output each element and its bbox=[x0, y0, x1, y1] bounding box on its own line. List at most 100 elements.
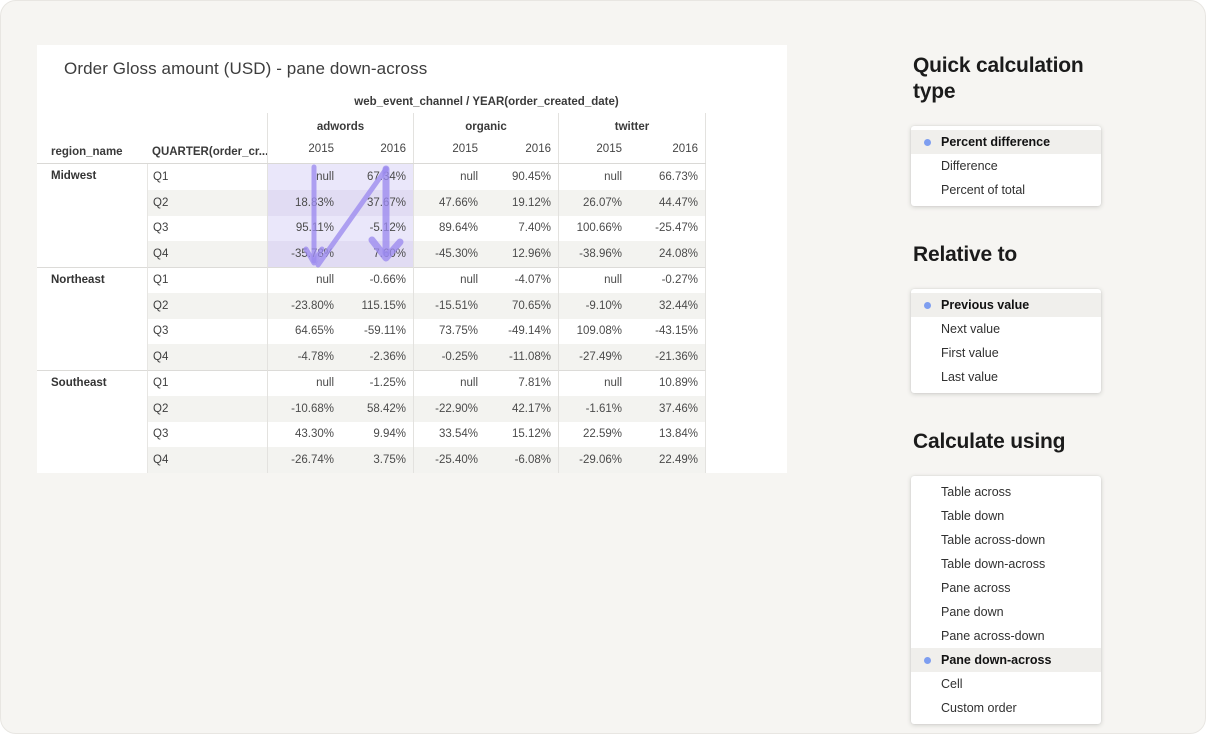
value-cell: 33.54% bbox=[413, 421, 485, 448]
value-cell: 10.89% bbox=[629, 370, 706, 396]
value-cell: -35.78% bbox=[267, 241, 341, 267]
selected-dot-icon bbox=[924, 656, 931, 664]
value-cell: -22.90% bbox=[413, 395, 485, 422]
value-cell: 26.07% bbox=[558, 189, 629, 216]
selected-dot-icon bbox=[924, 138, 931, 146]
value-cell: 37.46% bbox=[629, 395, 706, 422]
menu-item[interactable]: Table across-down bbox=[911, 528, 1101, 552]
region-row-label: Southeast bbox=[37, 370, 147, 473]
value-cell: -49.14% bbox=[508, 325, 551, 338]
value-cell: -10.68% bbox=[267, 395, 341, 422]
value-cell: 67.34% bbox=[341, 164, 413, 190]
option-menu: Percent difference Difference Percent of t… bbox=[911, 126, 1101, 206]
value-cell: 100.66% bbox=[558, 215, 629, 242]
menu-item[interactable]: Table down-across bbox=[911, 552, 1101, 576]
menu-item-label: Cell bbox=[941, 677, 963, 691]
menu-item[interactable]: Custom order bbox=[911, 696, 1101, 720]
value-cell: 3.75% bbox=[341, 447, 413, 473]
selected-dot-icon bbox=[924, 301, 931, 309]
value-cell: 12.96% bbox=[485, 241, 558, 267]
row-header-quarter: QUARTER(order_cr... bbox=[152, 146, 267, 158]
value-cell: null bbox=[267, 267, 341, 293]
value-cell: 22.49% bbox=[629, 447, 706, 473]
menu-item-label: Difference bbox=[941, 159, 998, 173]
menu-item-label: Next value bbox=[941, 322, 1001, 336]
value-cell: -38.96% bbox=[558, 241, 629, 267]
value-cell: -29.06% bbox=[558, 447, 629, 473]
menu-item-label: Table across-down bbox=[941, 533, 1046, 547]
menu-item[interactable]: Cell bbox=[911, 672, 1101, 696]
value-cell: 95.11% bbox=[267, 215, 341, 242]
menu-item-label: Pane across bbox=[941, 581, 1011, 595]
value-cell: 15.12% bbox=[511, 428, 551, 441]
value-cell: 64.65% bbox=[267, 318, 341, 345]
value-cell: null bbox=[413, 370, 485, 396]
year-column-header: 2016 bbox=[380, 143, 406, 155]
menu-item[interactable]: Table down bbox=[911, 504, 1101, 528]
value-cell: 89.64% bbox=[413, 215, 485, 242]
region-row-label: Northeast bbox=[37, 267, 147, 370]
value-cell: null bbox=[413, 164, 485, 190]
value-cell: 47.66% bbox=[413, 189, 485, 216]
menu-item-label: Pane down-across bbox=[941, 653, 1052, 667]
value-cell: -9.10% bbox=[558, 292, 629, 319]
menu-item[interactable]: Previous value bbox=[911, 293, 1101, 317]
value-cell: 44.47% bbox=[629, 189, 706, 216]
menu-item-label: Percent of total bbox=[941, 183, 1026, 197]
menu-item-label: Table across bbox=[941, 485, 1012, 499]
menu-item[interactable]: Pane across-down bbox=[911, 624, 1101, 648]
value-cell: -23.80% bbox=[267, 292, 341, 319]
value-cell: 7.81% bbox=[485, 370, 558, 396]
value-cell: 90.45% bbox=[511, 170, 551, 183]
quarter-row-label: Q3 bbox=[147, 421, 267, 448]
value-cell: 32.44% bbox=[629, 292, 706, 319]
crosstab-body: Midwest Q1 null 67.34% null 90.45% null 66.73% Q… bbox=[37, 164, 706, 473]
value-cell: -5.12% bbox=[341, 215, 413, 242]
value-cell: -45.30% bbox=[413, 241, 485, 267]
region-row-label: Midwest bbox=[37, 164, 147, 267]
value-cell: -27.49% bbox=[558, 344, 629, 370]
value-cell: 109.08% bbox=[558, 318, 629, 345]
menu-item-label: Custom order bbox=[941, 701, 1017, 715]
value-cell: 24.08% bbox=[629, 241, 706, 267]
value-cell: 43.30% bbox=[267, 421, 341, 448]
menu-item[interactable]: Percent difference bbox=[911, 130, 1101, 154]
quarter-row-label: Q3 bbox=[147, 215, 267, 242]
quarter-row-label: Q1 bbox=[147, 164, 267, 190]
quarter-row-label: Q4 bbox=[147, 344, 267, 370]
menu-item-label: Pane down bbox=[941, 605, 1004, 619]
value-cell: 18.83% bbox=[267, 189, 341, 216]
panel-heading: Quick calculation type bbox=[913, 54, 1084, 103]
year-column-header: 2016 bbox=[629, 139, 706, 163]
value-cell: -11.08% bbox=[485, 344, 558, 370]
menu-item[interactable]: Pane down bbox=[911, 600, 1101, 624]
panel-heading: Calculate using bbox=[913, 430, 1066, 453]
value-cell: -6.08% bbox=[485, 447, 558, 473]
menu-item[interactable]: Next value bbox=[911, 317, 1101, 341]
menu-item-label: Pane across-down bbox=[941, 629, 1045, 643]
value-cell: -4.07% bbox=[485, 267, 558, 293]
quarter-row-label: Q2 bbox=[147, 395, 267, 422]
calculation-settings-panel: Quick calculation type Percent difference… bbox=[911, 53, 1111, 724]
menu-item[interactable]: Last value bbox=[911, 365, 1101, 389]
menu-item[interactable]: Percent of total bbox=[911, 178, 1101, 202]
value-cell: null bbox=[558, 267, 629, 293]
menu-item[interactable]: Pane across bbox=[911, 576, 1101, 600]
report-title: Order Gloss amount (USD) - pane down-acr… bbox=[64, 59, 428, 78]
menu-item[interactable]: Table across bbox=[911, 480, 1101, 504]
year-column-header: 2015 bbox=[558, 139, 629, 163]
menu-item[interactable]: Pane down-across bbox=[911, 648, 1101, 672]
value-cell: 13.84% bbox=[629, 421, 706, 448]
value-cell: 58.42% bbox=[341, 395, 413, 422]
menu-item[interactable]: Difference bbox=[911, 154, 1101, 178]
year-column-header: 2015 bbox=[413, 139, 485, 163]
value-cell: -4.78% bbox=[267, 344, 341, 370]
value-cell: -43.15% bbox=[629, 318, 706, 345]
value-cell: -2.36% bbox=[341, 344, 413, 370]
value-cell: 22.59% bbox=[558, 421, 629, 448]
quarter-row-label: Q3 bbox=[147, 318, 267, 345]
year-column-header: 2016 bbox=[525, 143, 551, 155]
crosstab-header: web_event_channel / YEAR(order_created_d… bbox=[37, 91, 706, 164]
menu-item[interactable]: First value bbox=[911, 341, 1101, 365]
quarter-row-label: Q1 bbox=[147, 370, 267, 396]
